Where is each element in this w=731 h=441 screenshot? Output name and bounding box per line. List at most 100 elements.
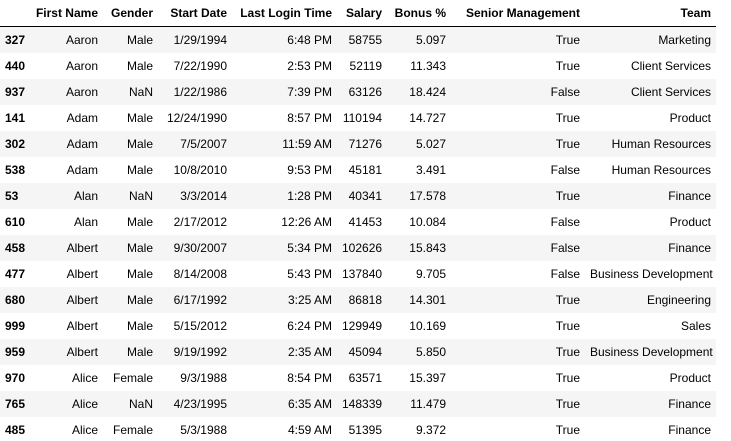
start-date-cell: 9/3/1988 [180, 371, 227, 385]
start-date-cell: 12/24/1990 [166, 111, 227, 125]
bonus-cell: 17.578 [409, 189, 446, 203]
table-row: 458 Albert Male 9/30/2007 5:34 PM 102626 15.84… [0, 235, 716, 261]
senior-management-cell: True [555, 397, 580, 411]
start-date-cell: 1/29/1994 [173, 33, 227, 47]
senior-management-cell: True [555, 293, 580, 307]
table-row: 610 Alan Male 2/17/2012 12:26 AM 41453 10.084 F… [0, 209, 716, 235]
table-header: First Name Gender Start Date Last Login … [0, 0, 716, 27]
senior-management-cell: True [555, 59, 580, 73]
first-name-cell: Aaron [65, 59, 98, 73]
index-column-header [0, 0, 28, 27]
first-name-cell: Albert [66, 319, 98, 333]
first-name-cell: Aaron [65, 85, 98, 99]
team-cell: Product [669, 215, 711, 229]
senior-management-cell: True [555, 111, 580, 125]
bonus-cell: 14.727 [409, 111, 446, 125]
index-cell: 477 [5, 267, 26, 281]
team-cell: Client Services [630, 59, 711, 73]
first-name-cell: Adam [66, 163, 98, 177]
index-cell: 458 [5, 241, 26, 255]
index-cell: 440 [5, 59, 26, 73]
salary-column-header: Salary [337, 0, 387, 27]
first-name-cell: Aaron [65, 33, 98, 47]
salary-cell: 41453 [348, 215, 382, 229]
senior-management-column-header: Senior Management [451, 0, 585, 27]
start-date-cell: 6/17/1992 [173, 293, 227, 307]
senior-management-cell: False [550, 85, 580, 99]
start-date-cell: 9/30/2007 [173, 241, 227, 255]
bonus-cell: 15.397 [409, 371, 446, 385]
start-date-cell: 7/5/2007 [180, 137, 227, 151]
index-cell: 53 [5, 189, 19, 203]
team-cell: Human Resources [611, 163, 711, 177]
senior-management-cell: True [555, 137, 580, 151]
senior-management-cell: True [555, 189, 580, 203]
team-column-header: Team [585, 0, 716, 27]
bonus-cell: 9.372 [415, 423, 446, 437]
start-date-cell: 2/17/2012 [173, 215, 227, 229]
senior-management-cell: True [555, 423, 580, 437]
first-name-cell: Albert [66, 345, 98, 359]
salary-cell: 148339 [342, 397, 383, 411]
bonus-column-header: Bonus % [387, 0, 451, 27]
gender-cell: Male [126, 319, 153, 333]
last-login-time-cell: 8:54 PM [287, 371, 332, 385]
index-cell: 765 [5, 397, 26, 411]
bonus-cell: 5.097 [415, 33, 446, 47]
senior-management-cell: True [555, 371, 580, 385]
salary-cell: 137840 [342, 267, 383, 281]
table-row: 302 Adam Male 7/5/2007 11:59 AM 71276 5.027 Tru… [0, 131, 716, 157]
first-name-cell: Alice [71, 397, 98, 411]
index-cell: 937 [5, 85, 26, 99]
last-login-time-cell: 6:35 AM [287, 397, 332, 411]
senior-management-cell: True [555, 33, 580, 47]
start-date-cell: 3/3/2014 [180, 189, 227, 203]
start-date-cell: 5/3/1988 [180, 423, 227, 437]
table-row: 999 Albert Male 5/15/2012 6:24 PM 129949 10.16… [0, 313, 716, 339]
salary-cell: 52119 [349, 59, 382, 73]
gender-cell: Male [126, 215, 153, 229]
team-cell: Marketing [658, 33, 711, 47]
index-cell: 141 [5, 111, 26, 125]
start-date-cell: 8/14/2008 [173, 267, 227, 281]
team-cell: Human Resources [611, 137, 711, 151]
salary-cell: 51395 [348, 423, 382, 437]
gender-cell: Male [126, 33, 153, 47]
first-name-cell: Alice [71, 423, 98, 437]
gender-cell: Male [126, 137, 153, 151]
salary-cell: 71276 [348, 137, 382, 151]
salary-cell: 58755 [348, 33, 382, 47]
salary-cell: 86818 [348, 293, 382, 307]
index-cell: 959 [5, 345, 26, 359]
salary-cell: 63126 [348, 85, 382, 99]
team-cell: Sales [680, 319, 711, 333]
team-cell: Finance [668, 397, 711, 411]
last-login-time-cell: 8:57 PM [287, 111, 332, 125]
senior-management-cell: False [550, 163, 580, 177]
last-login-time-cell: 5:34 PM [287, 241, 332, 255]
bonus-cell: 18.424 [409, 85, 446, 99]
table-row: 141 Adam Male 12/24/1990 8:57 PM 110194 14.727… [0, 105, 716, 131]
team-cell: Business Development [590, 267, 713, 281]
senior-management-cell: True [555, 319, 580, 333]
table-row: 970 Alice Female 9/3/1988 8:54 PM 63571 15.397… [0, 365, 716, 391]
last-login-time-cell: 5:43 PM [287, 267, 332, 281]
table-row: 53 Alan NaN 3/3/2014 1:28 PM 40341 17.578 True F… [0, 183, 716, 209]
gender-cell: NaN [128, 85, 153, 99]
table-row: 538 Adam Male 10/8/2010 9:53 PM 45181 3.491 Fal… [0, 157, 716, 183]
table-row: 327 Aaron Male 1/29/1994 6:48 PM 58755 5.097 Tr… [0, 26, 716, 53]
index-cell: 538 [5, 163, 26, 177]
gender-cell: Male [126, 293, 153, 307]
first-name-cell: Albert [66, 267, 98, 281]
senior-management-cell: False [550, 267, 580, 281]
start-date-cell: 9/19/1992 [173, 345, 227, 359]
gender-cell: Female [112, 371, 153, 385]
team-cell: Product [669, 371, 711, 385]
first-name-cell: Alan [73, 215, 98, 229]
start-date-cell: 4/23/1995 [173, 397, 227, 411]
salary-cell: 110194 [342, 111, 382, 125]
last-login-time-cell: 7:39 PM [287, 85, 332, 99]
salary-cell: 45181 [348, 163, 382, 177]
last-login-time-cell: 6:48 PM [287, 33, 332, 47]
